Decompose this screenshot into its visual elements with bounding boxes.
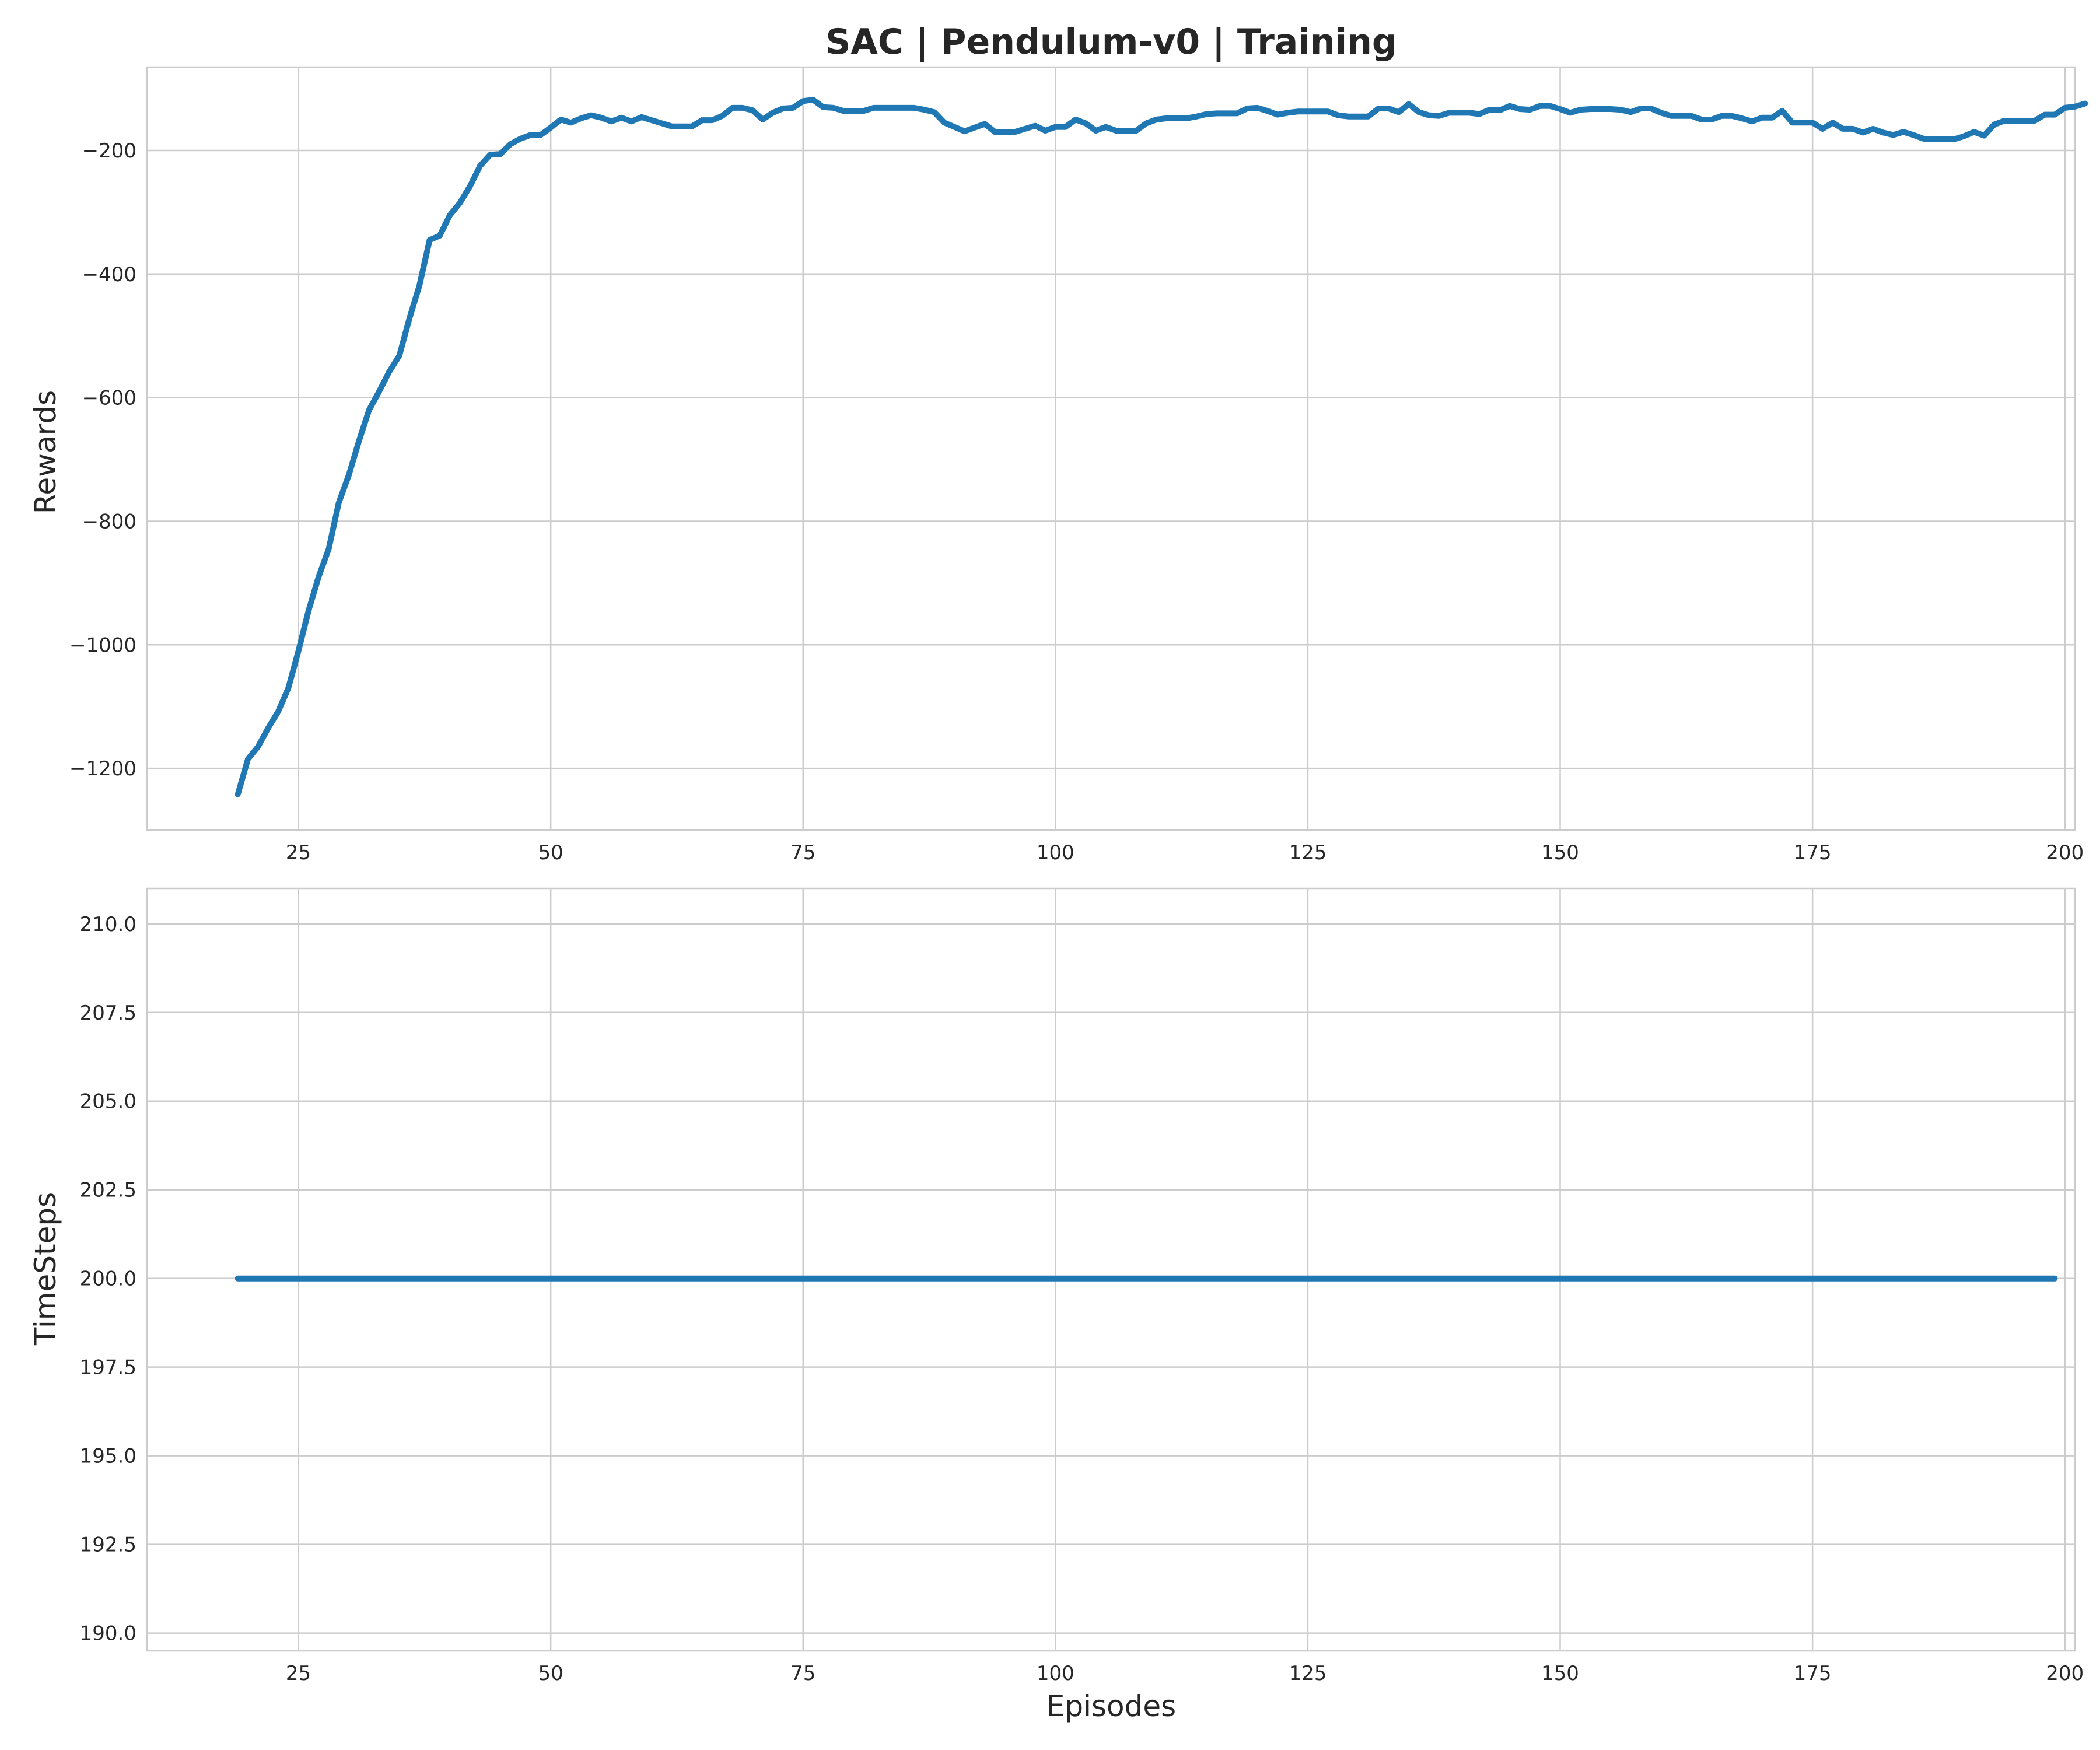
rewards-y-tick-label: −200 — [82, 139, 136, 163]
timesteps-x-tick-label: 200 — [2046, 1662, 2084, 1685]
rewards-y-tick-label: −1200 — [69, 757, 136, 780]
timesteps-y-tick-label: 192.5 — [80, 1534, 136, 1557]
timesteps-x-tick-label: 150 — [1541, 1662, 1579, 1685]
rewards-plot-frame — [146, 66, 2076, 831]
timesteps-x-tick-label: 75 — [790, 1662, 816, 1685]
rewards-y-tick-label: −400 — [82, 263, 136, 286]
rewards-x-tick-label: 150 — [1541, 841, 1579, 864]
timesteps-y-tick-label: 195.0 — [80, 1445, 136, 1468]
rewards-x-tick-label: 25 — [286, 841, 311, 864]
figure-title: SAC | Pendulum-v0 | Training — [825, 22, 1397, 62]
timesteps-x-tick-label: 175 — [1794, 1662, 1832, 1685]
rewards-series-line — [235, 97, 2088, 797]
rewards-grid — [147, 67, 2075, 830]
timesteps-y-tick-label: 190.0 — [80, 1622, 136, 1646]
rewards-x-tick-label: 75 — [790, 841, 816, 864]
rewards-x-tick-label: 125 — [1289, 841, 1326, 864]
rewards-series-group — [235, 97, 2088, 797]
rewards-y-tick-label: −800 — [82, 510, 136, 533]
timesteps-plot-frame — [146, 887, 2076, 1652]
rewards-subplot: 25 50 75 100 125 150 175 200 −1200 −1000 −800 −600… — [29, 66, 2088, 864]
timesteps-y-axis-label: TimeSteps — [29, 1192, 62, 1346]
timesteps-x-tick-labels: 25 50 75 100 125 150 175 200 — [286, 1662, 2084, 1685]
timesteps-grid — [147, 888, 2075, 1651]
rewards-y-axis-label: Rewards — [29, 390, 62, 514]
timesteps-y-tick-label: 210.0 — [80, 913, 136, 936]
timesteps-y-tick-label: 205.0 — [80, 1090, 136, 1114]
timesteps-x-tick-label: 25 — [286, 1662, 311, 1685]
rewards-x-tick-label: 200 — [2046, 841, 2084, 864]
timesteps-x-tick-label: 100 — [1037, 1662, 1074, 1685]
timesteps-y-tick-label: 197.5 — [80, 1356, 136, 1380]
timesteps-x-tick-label: 50 — [538, 1662, 564, 1685]
rewards-x-tick-label: 50 — [538, 841, 564, 864]
timesteps-y-tick-label: 207.5 — [80, 1002, 136, 1025]
timesteps-x-tick-label: 125 — [1289, 1662, 1326, 1685]
timesteps-y-tick-labels: 190.0 192.5 195.0 197.5 200.0 202.5 205.0 207.5… — [80, 913, 136, 1646]
timesteps-y-tick-label: 200.0 — [80, 1268, 136, 1291]
rewards-y-tick-label: −600 — [82, 387, 136, 410]
timesteps-subplot: 25 50 75 100 125 150 175 200 190.0 192.5 195.0 197… — [29, 887, 2084, 1723]
rewards-x-tick-label: 175 — [1794, 841, 1832, 864]
rewards-x-tick-label: 100 — [1037, 841, 1074, 864]
episodes-x-axis-label: Episodes — [1046, 1689, 1176, 1723]
rewards-x-tick-labels: 25 50 75 100 125 150 175 200 — [286, 841, 2084, 864]
rewards-y-tick-label: −1000 — [69, 634, 136, 657]
timesteps-y-tick-label: 202.5 — [80, 1179, 136, 1202]
rewards-y-tick-labels: −1200 −1000 −800 −600 −400 −200 — [69, 139, 136, 780]
